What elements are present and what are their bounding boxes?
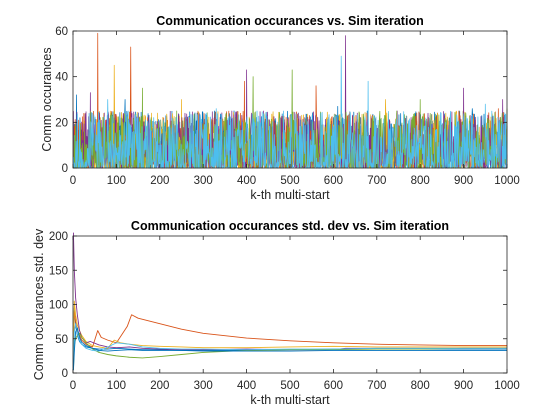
bottom-x-tick-label: 300 <box>194 380 213 392</box>
top-ticks: 0 100 200 300 400 500 600 700 800 900 1000 0 20 40 60 <box>55 26 520 187</box>
top-x-tick-label: 100 <box>107 175 126 187</box>
bottom-chart-title: Communication occurances std. dev vs. Si… <box>131 219 449 233</box>
top-chart: 0 100 200 300 400 500 600 700 800 900 10000204060 … <box>40 14 520 202</box>
top-x-tick-label: 800 <box>411 175 430 187</box>
top-x-tick-label: 1000 <box>494 175 520 187</box>
bottom-y-axis-label: Comm occurances std. dev <box>32 228 46 380</box>
top-x-tick-label: 900 <box>454 175 473 187</box>
top-x-tick-label: 500 <box>280 175 299 187</box>
bottom-x-axis-label: k-th multi-start <box>250 393 330 407</box>
bottom-series-line-2 <box>72 310 507 360</box>
bottom-plot-area <box>73 236 507 373</box>
top-x-axis-label: k-th multi-start <box>250 188 330 202</box>
bottom-ticks: 0 100 200 300 400 500 600 700 800 900 1000 0 50 100 15… <box>49 231 520 392</box>
bottom-x-tick-label: 500 <box>280 380 299 392</box>
bottom-x-tick-label: 200 <box>150 380 169 392</box>
bottom-y-tick-label: 0 <box>62 368 68 380</box>
top-y-tick-label: 60 <box>55 26 68 38</box>
bottom-chart: 0 100 200 300 400 500 600 700 800 900 1000 0 50 100 15… <box>32 219 520 407</box>
top-y-axis-label: Comm occurances <box>40 47 54 151</box>
bottom-series-line-6 <box>72 323 507 367</box>
bottom-y-tick-label: 200 <box>49 231 68 243</box>
bottom-x-tick-label: 700 <box>367 380 386 392</box>
top-y-tick-label: 0 <box>62 163 68 175</box>
top-x-tick-label: 200 <box>150 175 169 187</box>
bottom-x-tick-label: 900 <box>454 380 473 392</box>
top-x-tick-label: 300 <box>194 175 213 187</box>
bottom-x-tick-label: 100 <box>107 380 126 392</box>
top-y-tick-label: 40 <box>55 72 68 84</box>
bottom-x-tick-label: 1000 <box>494 380 520 392</box>
bottom-x-tick-label: 0 <box>70 380 76 392</box>
bottom-y-tick-label: 100 <box>49 300 68 312</box>
bottom-series-group <box>72 232 507 371</box>
top-chart-title: Communication occurances vs. Sim iterati… <box>156 14 423 28</box>
top-x-tick-label: 400 <box>237 175 256 187</box>
top-series-group <box>73 32 508 169</box>
bottom-y-tick-label: 150 <box>49 265 68 277</box>
top-x-tick-label: 700 <box>367 175 386 187</box>
top-series-line-6 <box>73 55 508 169</box>
bottom-x-tick-label: 600 <box>324 380 343 392</box>
bottom-series-line-7 <box>72 327 507 371</box>
top-y-tick-label: 20 <box>55 117 68 129</box>
bottom-y-tick-label: 50 <box>55 334 68 346</box>
bottom-x-tick-label: 400 <box>237 380 256 392</box>
bottom-x-tick-label: 800 <box>411 380 430 392</box>
top-x-tick-label: 0 <box>70 175 76 187</box>
top-x-tick-label: 600 <box>324 175 343 187</box>
